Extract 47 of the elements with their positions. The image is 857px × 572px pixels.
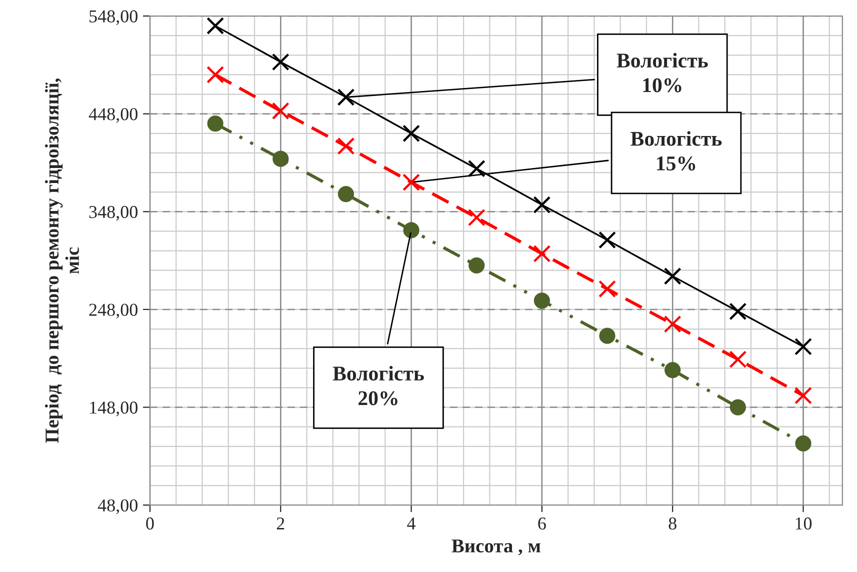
x-tick-label: 4 — [407, 518, 416, 530]
y-tick-label: 248,00 — [89, 304, 138, 318]
x-axis-title: Висота , м — [452, 540, 540, 556]
point — [272, 102, 290, 120]
point — [272, 150, 289, 167]
point — [402, 124, 420, 142]
x-tick-label: 6 — [538, 517, 546, 530]
point — [795, 435, 812, 452]
point — [206, 66, 224, 84]
point — [664, 315, 682, 333]
point — [272, 53, 290, 71]
text: Вологість 20% — [332, 366, 424, 406]
y-axis-title: Період до першого ремонту гідроізоляції, міс — [44, 78, 79, 443]
point — [338, 186, 354, 202]
point — [468, 208, 486, 226]
point — [534, 292, 550, 309]
point — [468, 257, 485, 274]
point — [729, 350, 747, 368]
point — [729, 302, 747, 320]
point — [468, 160, 486, 178]
point — [207, 116, 224, 132]
x-tick-label: 2 — [276, 517, 284, 530]
point — [533, 244, 551, 262]
y-tick-label: 448,00 — [88, 108, 138, 123]
x-tick-label: 8 — [668, 517, 676, 530]
y-tick-label: 48,00 — [98, 499, 138, 514]
point — [337, 137, 355, 155]
point — [599, 328, 616, 344]
point — [533, 196, 551, 214]
point — [402, 174, 420, 192]
point — [794, 338, 812, 356]
point — [598, 231, 616, 249]
text: Вологість 15% — [630, 131, 722, 171]
text: Вологість 10% — [616, 52, 708, 92]
point — [206, 17, 224, 35]
point — [337, 88, 355, 106]
x-tick-label: 0 — [146, 517, 154, 530]
point — [664, 362, 681, 378]
point — [664, 267, 682, 285]
y-tick-label: 148,00 — [90, 402, 138, 416]
point — [403, 222, 420, 238]
y-tick-label: 348,00 — [89, 206, 138, 221]
y-tick-label: 548,00 — [90, 10, 138, 26]
point — [730, 399, 746, 416]
point — [794, 386, 812, 404]
x-tick-label: 10 — [796, 517, 812, 530]
point — [598, 280, 616, 298]
